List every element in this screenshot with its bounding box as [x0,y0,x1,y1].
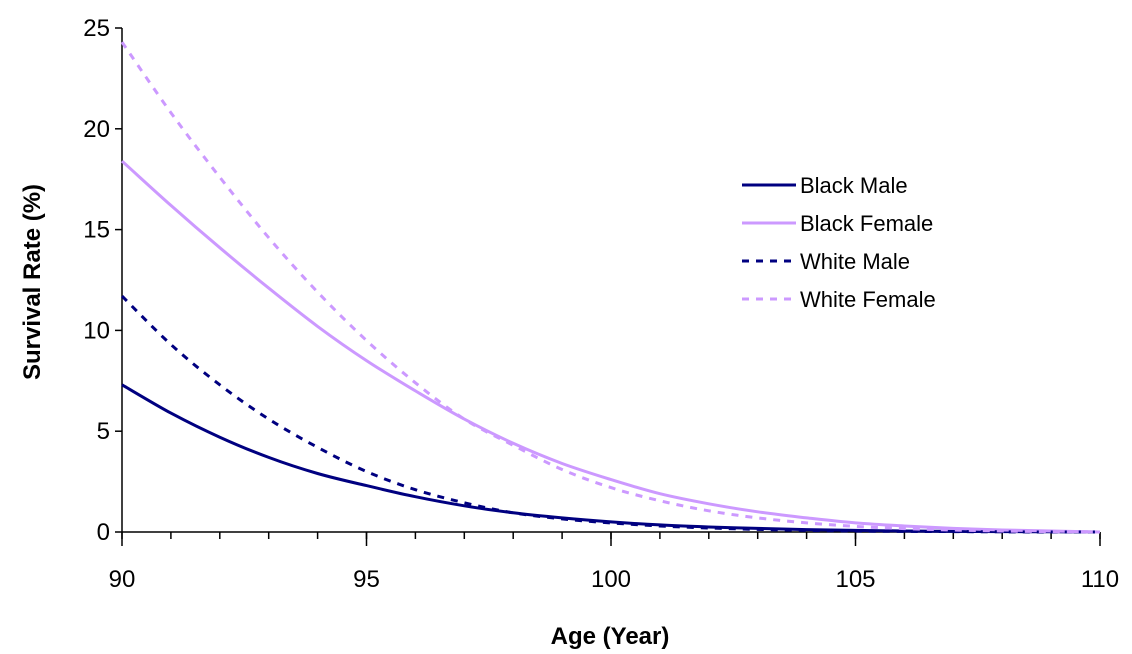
series-line-white-male [120,295,1100,534]
y-tick-label: 10 [83,317,110,344]
series-layer [120,41,1101,534]
x-tick-label: 105 [835,566,875,593]
y-axis-title: Survival Rate (%) [19,184,46,380]
legend-label-black-male: Black Male [800,173,908,198]
x-tick-label: 95 [353,566,380,593]
y-tick-label: 20 [83,116,110,143]
y-tick-label: 25 [83,15,110,42]
series-line-black-male [121,383,1101,534]
x-tick-label: 100 [591,566,631,593]
x-axis-title: Age (Year) [551,623,670,650]
x-tick-label: 110 [1081,566,1119,593]
y-tick-label: 5 [97,418,110,445]
series-line-white-female [120,41,1101,534]
x-tick-label: 90 [109,566,136,593]
y-axis: 0 5 10 15 20 25 [83,15,123,546]
y-tick-label: 0 [97,519,110,546]
legend-label-white-male: White Male [800,249,910,274]
legend-label-black-female: Black Female [800,211,933,236]
legend: Black Male Black Female White Male White Fe… [742,173,936,312]
legend-label-white-female: White Female [800,287,936,312]
series-line-black-female [121,159,1101,534]
y-tick-label: 15 [83,217,110,244]
x-axis: 90 95 100 105 110 [109,531,1119,593]
